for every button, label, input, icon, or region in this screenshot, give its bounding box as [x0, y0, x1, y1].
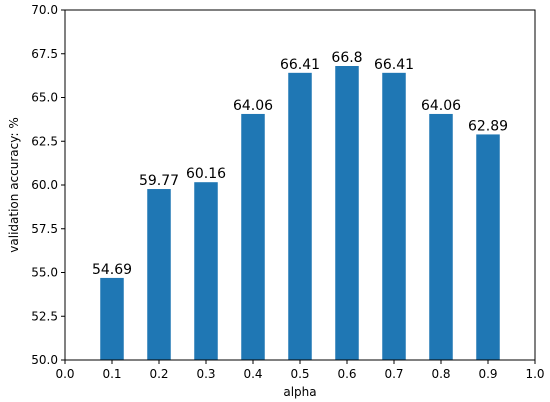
bar-value-label: 64.06	[233, 98, 273, 114]
y-tick-label: 52.5	[31, 309, 58, 323]
x-tick-label: 1.0	[525, 367, 544, 381]
x-tick-label: 0.1	[102, 367, 121, 381]
bar-value-label: 60.16	[186, 166, 226, 182]
x-tick-label: 0.0	[55, 367, 74, 381]
x-tick-label: 0.6	[337, 367, 356, 381]
bar-value-label: 64.06	[421, 98, 461, 114]
y-tick-label: 65.0	[31, 91, 58, 105]
bar-value-label: 54.69	[92, 262, 132, 278]
bar	[335, 66, 359, 360]
x-axis-label: alpha	[283, 385, 316, 399]
bar	[476, 134, 500, 360]
y-tick-label: 70.0	[31, 3, 58, 17]
bar-value-label: 66.41	[374, 57, 414, 73]
y-axis-label: validation accuracy: %	[7, 117, 21, 252]
value-labels: 54.69 59.77 60.16 64.06 66.41 66.8 66.41 64.06 6…	[92, 50, 508, 278]
x-tick-label: 0.2	[149, 367, 168, 381]
x-tick-label: 0.7	[384, 367, 403, 381]
bar-value-label: 66.41	[280, 57, 320, 73]
bar	[382, 72, 406, 360]
bars	[100, 66, 500, 360]
bar	[147, 189, 171, 360]
y-tick-label: 60.0	[31, 178, 58, 192]
x-tick-label: 0.3	[196, 367, 215, 381]
bar	[241, 113, 265, 360]
y-tick-label: 67.5	[31, 47, 58, 61]
bar	[429, 113, 453, 360]
x-tick-label: 0.5	[290, 367, 309, 381]
bar	[288, 72, 312, 360]
bar-value-label: 59.77	[139, 173, 179, 189]
bar-value-label: 66.8	[331, 50, 362, 66]
x-tick-label: 0.4	[243, 367, 262, 381]
y-tick-label: 55.0	[31, 266, 58, 280]
y-tick-label: 57.5	[31, 222, 58, 236]
y-tick-label: 62.5	[31, 134, 58, 148]
x-tick-label: 0.9	[478, 367, 497, 381]
y-axis-ticks: 50.0 52.5 55.0 57.5 60.0 62.5 65.0 67.5 70.0	[31, 3, 65, 367]
y-tick-label: 50.0	[31, 353, 58, 367]
x-tick-label: 0.8	[431, 367, 450, 381]
bar	[194, 182, 218, 360]
x-axis-ticks: 0.0 0.1 0.2 0.3 0.4 0.5 0.6 0.7 0.8 0.9 1.0	[55, 360, 545, 381]
bar-value-label: 62.89	[468, 118, 508, 134]
bar	[100, 277, 124, 360]
